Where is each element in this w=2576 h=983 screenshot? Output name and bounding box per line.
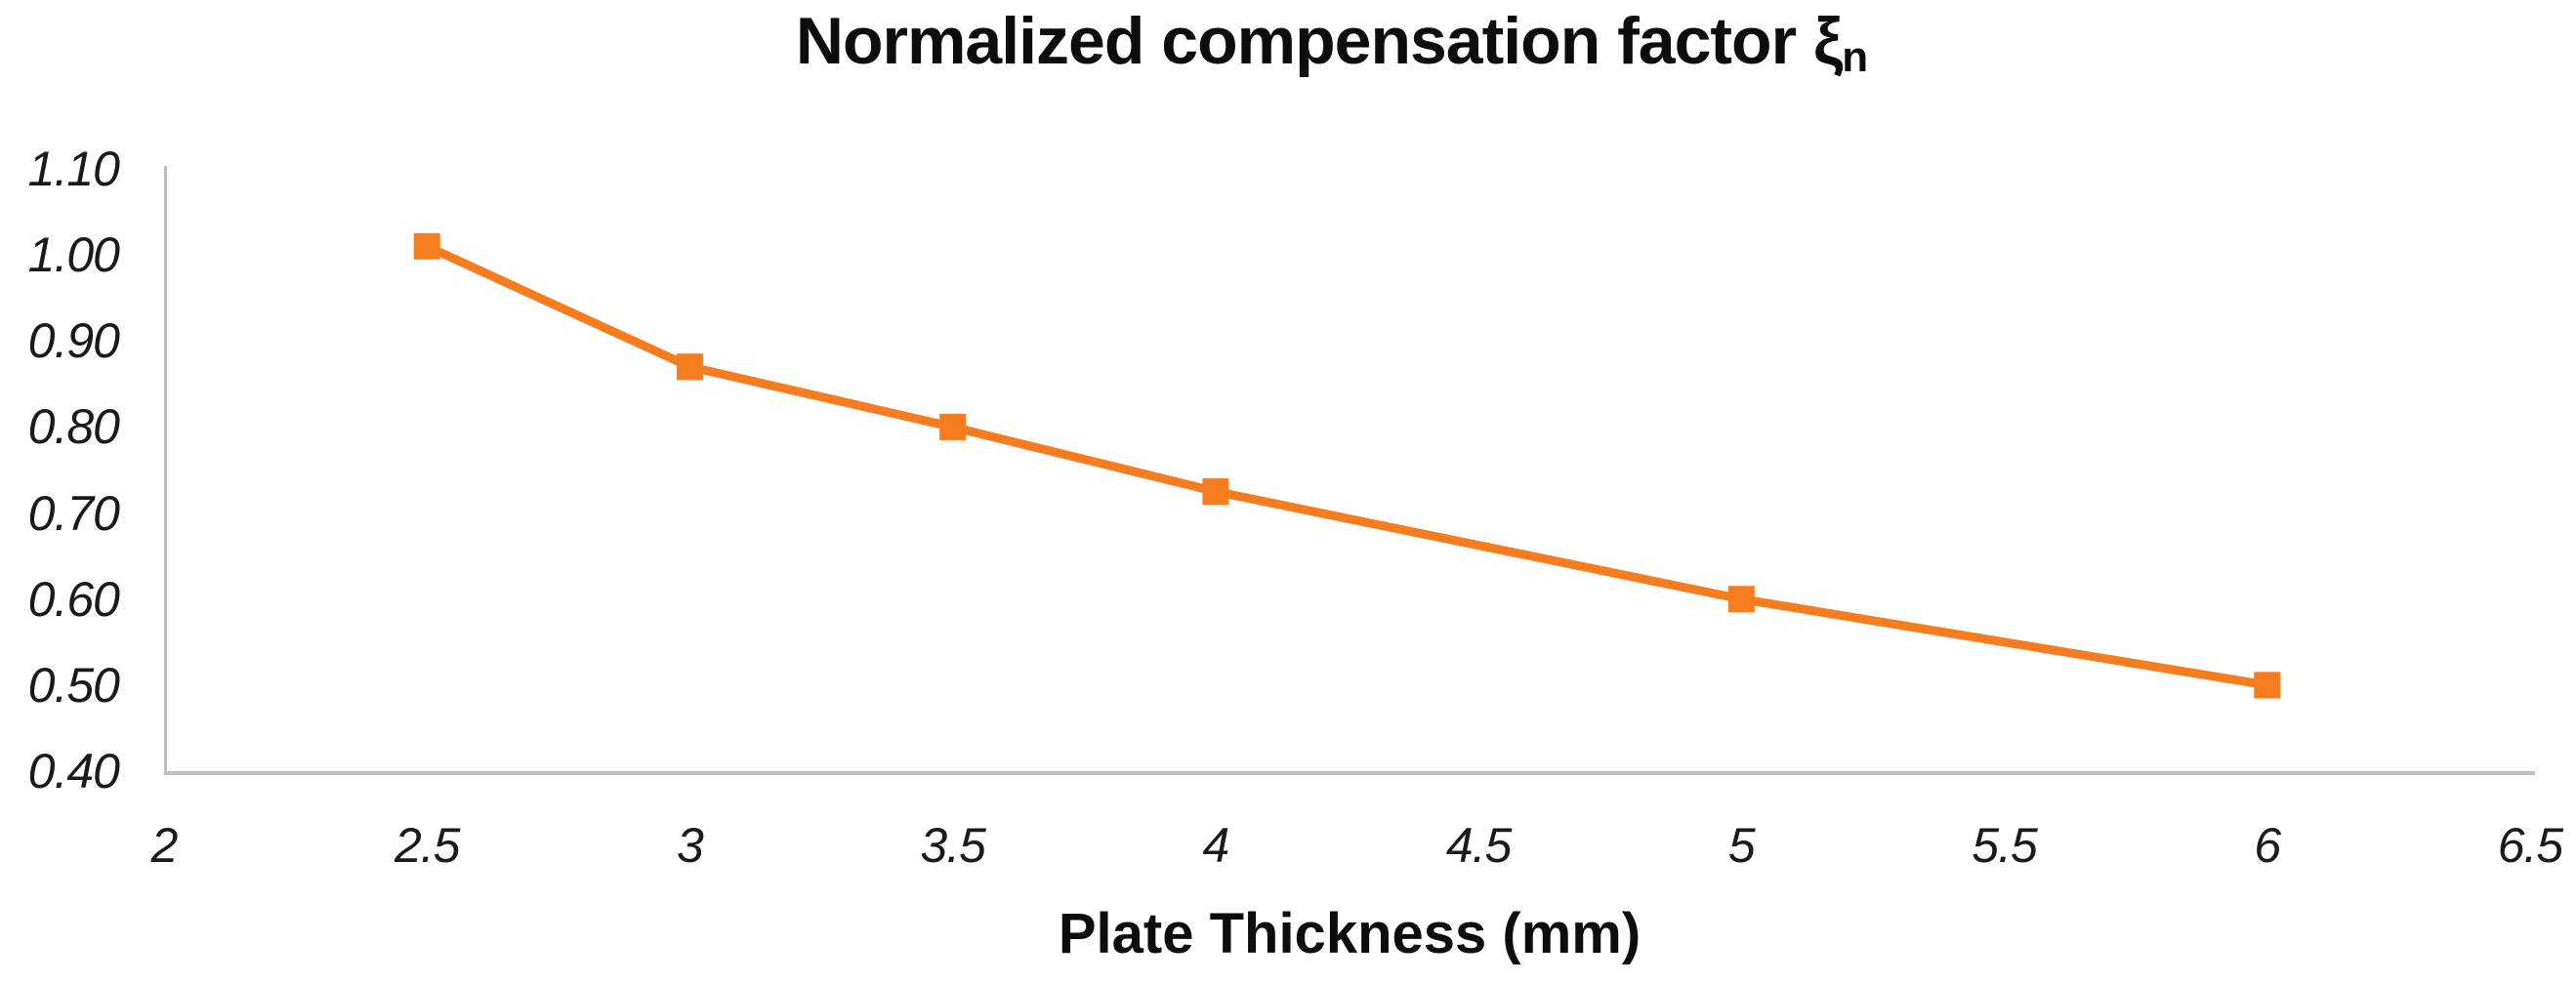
- data-point-marker: [939, 413, 967, 440]
- x-tick-label: 2.5: [394, 818, 461, 873]
- data-point-marker: [1202, 478, 1229, 506]
- y-tick-label: 0.60: [27, 571, 120, 627]
- data-point-marker: [413, 232, 440, 260]
- x-tick-label: 5.5: [1972, 818, 2038, 873]
- y-tick-label: 0.90: [27, 313, 120, 369]
- chart-title-text: Normalized compensation factor ξ: [795, 4, 1843, 78]
- x-tick-label: 5: [1727, 818, 1756, 873]
- x-tick-label: 4: [1202, 818, 1229, 873]
- x-tick-label: 6: [2254, 818, 2281, 873]
- data-point-marker: [2254, 672, 2281, 699]
- x-tick-label: 3: [677, 818, 704, 873]
- y-tick-label: 1.00: [27, 227, 120, 283]
- x-axis-title: Plate Thickness (mm): [1058, 902, 1641, 965]
- data-point-marker: [1727, 586, 1755, 613]
- y-tick-label: 0.70: [27, 485, 120, 541]
- data-point-marker: [676, 353, 703, 381]
- x-tick-label: 3.5: [920, 818, 986, 873]
- y-tick-label: 1.10: [27, 142, 120, 196]
- chart-title-subscript: n: [1842, 33, 1869, 81]
- y-tick-label: 0.50: [27, 657, 120, 713]
- series-line: [425, 242, 2268, 690]
- x-tick-label: 6.5: [2497, 818, 2564, 873]
- x-tick-label: 4.5: [1445, 818, 1513, 873]
- y-tick-label: 0.40: [27, 744, 120, 799]
- y-tick-label: 0.80: [27, 399, 120, 455]
- chart-title: Normalized compensation factor ξn: [146, 0, 2517, 91]
- x-tick-label: 2: [150, 818, 179, 873]
